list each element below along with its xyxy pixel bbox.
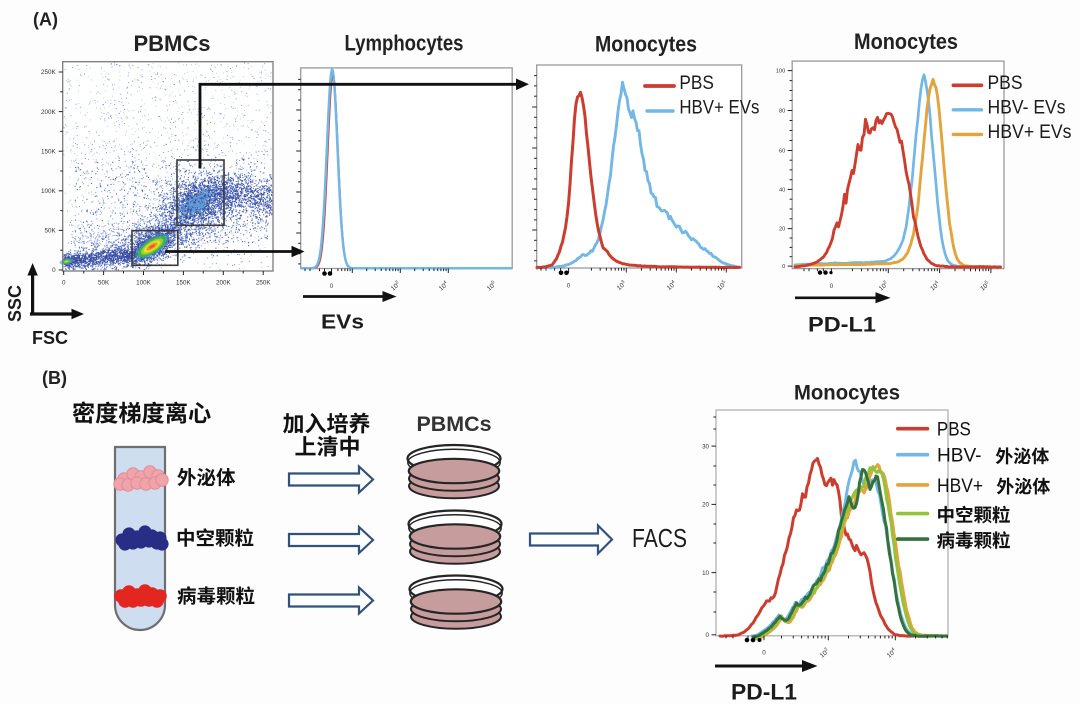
svg-text:150K: 150K xyxy=(41,148,57,155)
svg-text:200K: 200K xyxy=(216,280,232,287)
svg-text:0: 0 xyxy=(330,284,334,290)
svg-text:SSC: SSC xyxy=(5,285,25,322)
svg-text:PD-L1: PD-L1 xyxy=(731,680,797,705)
svg-text:30: 30 xyxy=(702,443,709,450)
svg-text:80: 80 xyxy=(779,109,785,115)
svg-text:HBV- EVs: HBV- EVs xyxy=(988,97,1066,119)
svg-text:FACS: FACS xyxy=(632,523,687,553)
svg-text:0: 0 xyxy=(830,284,834,290)
svg-text:FSC: FSC xyxy=(32,328,68,348)
svg-text:HBV+: HBV+ xyxy=(937,475,983,497)
svg-text:PBMCs: PBMCs xyxy=(134,31,211,56)
svg-text:250K: 250K xyxy=(256,280,272,287)
svg-text:60: 60 xyxy=(779,149,785,155)
svg-text:(B): (B) xyxy=(42,368,67,388)
svg-text:(A): (A) xyxy=(33,10,58,30)
svg-text:150K: 150K xyxy=(176,280,192,287)
svg-text:0: 0 xyxy=(706,632,710,639)
svg-text:0: 0 xyxy=(762,650,766,657)
svg-text:20: 20 xyxy=(779,227,785,233)
svg-text:0: 0 xyxy=(782,264,785,270)
svg-text:100: 100 xyxy=(776,69,785,75)
svg-text:200K: 200K xyxy=(41,109,57,116)
svg-text:Monocytes: Monocytes xyxy=(794,382,900,405)
svg-text:HBV-: HBV- xyxy=(937,445,982,467)
svg-text:EVs: EVs xyxy=(321,312,364,334)
svg-text:PBS: PBS xyxy=(937,419,971,441)
svg-text:100K: 100K xyxy=(136,280,152,287)
svg-text:HBV+ EVs: HBV+ EVs xyxy=(988,121,1072,143)
svg-text:PD-L1: PD-L1 xyxy=(808,314,876,337)
svg-text:PBS: PBS xyxy=(988,72,1023,94)
svg-text:50K: 50K xyxy=(98,280,110,287)
svg-text:PBMCs: PBMCs xyxy=(417,413,492,436)
svg-text:100K: 100K xyxy=(41,188,57,195)
svg-text:HBV+ EVs: HBV+ EVs xyxy=(679,97,759,119)
svg-text:Monocytes: Monocytes xyxy=(854,29,958,54)
svg-text:250K: 250K xyxy=(41,69,57,76)
svg-text:40: 40 xyxy=(779,187,785,193)
svg-text:Monocytes: Monocytes xyxy=(595,32,697,57)
svg-text:0: 0 xyxy=(567,284,571,290)
svg-text:Lymphocytes: Lymphocytes xyxy=(345,31,464,56)
svg-text:0: 0 xyxy=(62,280,66,287)
svg-text:20: 20 xyxy=(702,502,709,509)
svg-text:0: 0 xyxy=(52,267,56,274)
svg-text:PBS: PBS xyxy=(679,72,714,94)
svg-text:10: 10 xyxy=(702,570,709,577)
svg-text:50K: 50K xyxy=(44,228,56,235)
